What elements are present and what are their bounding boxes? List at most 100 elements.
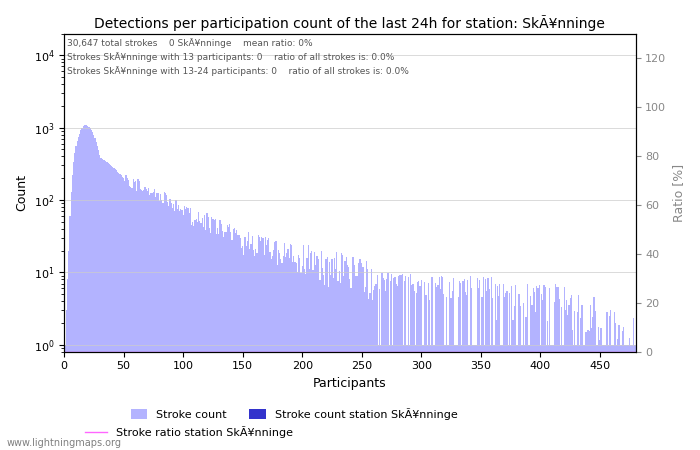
Bar — [371, 269, 372, 450]
Bar — [498, 297, 499, 450]
Bar — [575, 345, 577, 450]
Bar — [410, 274, 411, 450]
Bar — [198, 212, 200, 450]
Bar — [422, 345, 423, 450]
Bar — [92, 132, 93, 450]
Bar — [78, 137, 79, 450]
Bar — [141, 190, 142, 450]
Bar — [536, 286, 538, 450]
Bar — [97, 146, 98, 450]
Bar — [168, 206, 169, 450]
Bar — [267, 240, 268, 450]
Bar — [368, 299, 370, 450]
Bar — [273, 250, 274, 450]
Bar — [241, 248, 242, 450]
Bar — [399, 275, 400, 450]
Bar — [606, 312, 608, 450]
Stroke ratio station SkÃ¥nninge — [302, 349, 310, 355]
Bar — [614, 312, 615, 450]
Bar — [253, 250, 254, 450]
Bar — [538, 285, 540, 450]
Bar — [305, 274, 307, 450]
Bar — [360, 260, 361, 450]
Bar — [365, 288, 366, 450]
Bar — [110, 165, 111, 450]
Bar — [302, 266, 303, 450]
Bar — [336, 252, 337, 450]
Bar — [573, 345, 574, 450]
Bar — [461, 345, 463, 450]
Bar — [596, 345, 597, 450]
Bar — [379, 289, 380, 450]
Bar — [280, 259, 281, 450]
Bar — [118, 173, 120, 450]
Bar — [601, 328, 602, 450]
Bar — [191, 225, 192, 450]
Bar — [204, 215, 205, 450]
Bar — [355, 276, 356, 450]
Bar — [480, 345, 482, 450]
Bar — [196, 219, 197, 450]
Bar — [395, 284, 397, 450]
Bar — [374, 286, 375, 450]
Bar — [292, 262, 293, 450]
Bar — [153, 192, 154, 450]
Bar — [487, 278, 489, 450]
Bar — [188, 213, 190, 450]
Bar — [523, 303, 524, 450]
Bar — [83, 126, 84, 450]
Bar — [579, 345, 580, 450]
Bar — [497, 286, 498, 450]
Bar — [72, 175, 73, 450]
Bar — [421, 279, 422, 450]
Bar — [117, 171, 118, 450]
Bar — [454, 345, 455, 450]
Bar — [530, 296, 531, 450]
Bar — [582, 345, 584, 450]
Bar — [443, 294, 444, 450]
Bar — [559, 298, 560, 450]
Bar — [275, 241, 276, 450]
Bar — [496, 320, 497, 450]
Bar — [468, 345, 470, 450]
Bar — [518, 293, 519, 450]
Bar — [283, 256, 284, 450]
Bar — [417, 282, 419, 450]
Bar — [430, 345, 431, 450]
Bar — [330, 275, 331, 450]
Bar — [342, 255, 343, 450]
Bar — [353, 257, 354, 450]
Bar — [135, 181, 136, 450]
Bar — [276, 266, 278, 450]
Bar — [125, 175, 127, 450]
Bar — [409, 345, 410, 450]
Bar — [565, 310, 566, 450]
Bar — [178, 205, 179, 450]
Bar — [224, 232, 225, 450]
Bar — [400, 274, 402, 450]
Bar — [534, 292, 535, 450]
Bar — [234, 229, 235, 450]
Bar — [222, 230, 223, 450]
Bar — [295, 263, 297, 450]
Bar — [200, 223, 202, 450]
Bar — [393, 278, 395, 450]
Bar — [477, 278, 478, 450]
Bar — [383, 278, 384, 450]
Bar — [348, 266, 349, 450]
Bar — [71, 192, 72, 450]
Bar — [623, 327, 624, 450]
Title: Detections per participation count of the last 24h for station: SkÃ¥nninge: Detections per participation count of th… — [94, 15, 606, 31]
Bar — [610, 310, 611, 450]
Bar — [528, 345, 529, 450]
Bar — [181, 210, 183, 450]
Bar — [85, 125, 86, 450]
Bar — [229, 224, 230, 450]
Bar — [577, 312, 578, 450]
Bar — [484, 345, 485, 450]
Bar — [617, 338, 618, 450]
Bar — [124, 181, 125, 450]
Bar — [599, 340, 601, 450]
Bar — [247, 241, 248, 450]
Bar — [322, 268, 323, 450]
